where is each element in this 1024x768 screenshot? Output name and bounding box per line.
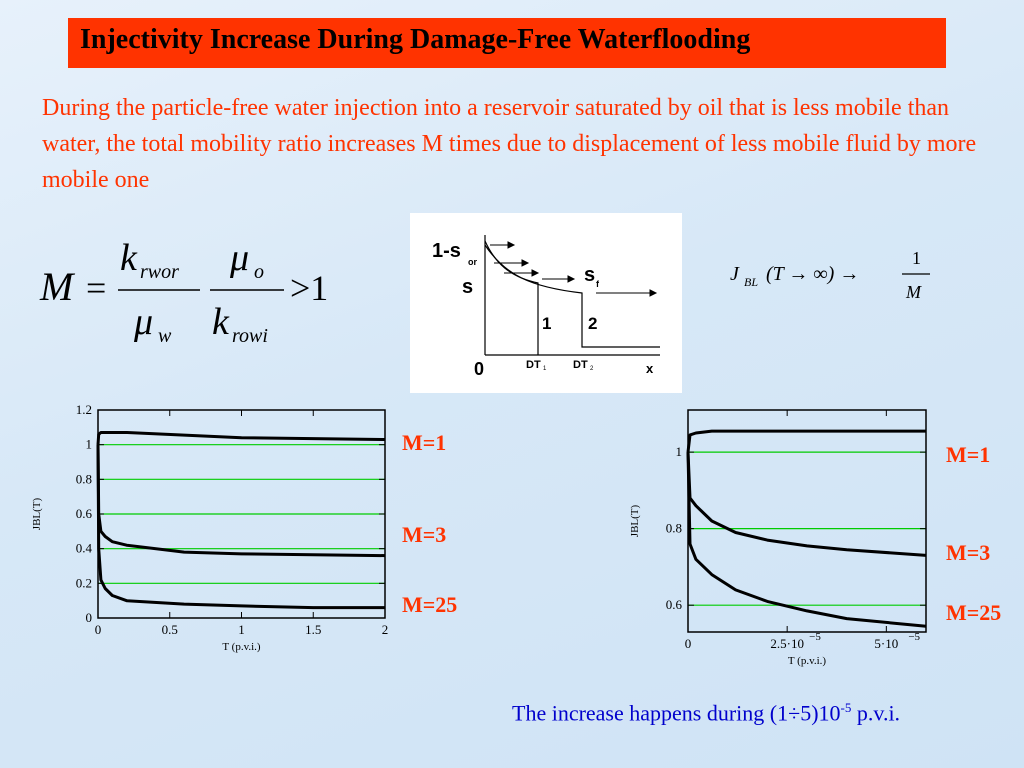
formula-eq: =: [86, 268, 106, 308]
formula-k2: k: [212, 301, 230, 343]
plot-frame: [687, 409, 927, 633]
jbl-J: J: [730, 263, 740, 285]
chart-left: 0 0.2 0.4 0.6 0.8 1 1.2 0 0.5 1 1.5 2 T (p.v.i.) JBL(…: [30, 398, 400, 668]
diagram-x-label: x: [646, 361, 654, 376]
formula-k1-sub: rwor: [140, 261, 179, 283]
x-axis-label: T (p.v.i.): [788, 655, 827, 667]
series-line-m25: [96, 444, 385, 610]
formula-mu1-sub: w: [158, 325, 172, 347]
jbl-limit-formula: J BL (T → ∞) → 1 M: [720, 238, 970, 308]
diagram-dt2: DT: [573, 359, 588, 371]
series-line-m3: [686, 452, 927, 557]
chart-right-svg: 0.6 0.8 1 0 2.5·10 −5 5·10 −5 T (p.v.i.) JBL(T): [629, 409, 927, 667]
series-line-m1: [96, 431, 386, 445]
label-m1-left: M=1: [402, 430, 447, 455]
label-m3-right: M=3: [946, 540, 991, 565]
diagram-front-2: 2: [588, 314, 597, 333]
saturation-profile-diagram: 1-s or s s f 1 2 0 DT 1 DT 2 x: [410, 213, 682, 393]
y-tick-label: 1.2: [76, 402, 92, 417]
bottom-note-exp: -5: [840, 700, 852, 715]
x-tick-label: 0.5: [162, 622, 178, 637]
diagram-s-label: s: [462, 276, 473, 298]
x-tick-exponent: −5: [809, 631, 821, 643]
label-m25-right: M=25: [946, 600, 1002, 625]
y-tick-label: 0.8: [666, 521, 682, 536]
y-tick-label: 0.2: [76, 575, 92, 590]
x-tick-label: 0: [95, 622, 102, 637]
diagram-top-label: 1-s: [432, 240, 461, 262]
slide-title-text: Injectivity Increase During Damage-Free …: [80, 24, 751, 55]
x-tick-label: 5·10: [874, 636, 898, 651]
label-m3-left: M=3: [402, 522, 447, 547]
label-m1-right: M=1: [946, 442, 991, 467]
x-tick-label: 1.5: [305, 622, 321, 637]
jbl-num: 1: [912, 248, 921, 268]
series-line-m25: [686, 452, 927, 628]
flow-arrows: [490, 241, 658, 297]
y-tick-label: 0: [86, 610, 93, 625]
formula-lhs: M: [39, 264, 76, 309]
intro-paragraph: During the particle-free water injection…: [42, 95, 977, 193]
y-tick-label: 1: [676, 444, 683, 459]
profile-2-curve: [484, 244, 660, 348]
diagram-origin: 0: [474, 359, 484, 379]
y-tick-label: 0.8: [76, 471, 92, 486]
chart-left-svg: 0 0.2 0.4 0.6 0.8 1 1.2 0 0.5 1 1.5 2 T (p.v.i.) JBL(…: [31, 402, 389, 653]
y-tick-label: 0.6: [76, 506, 93, 521]
bottom-note: The increase happens during (1÷5)10-5 p.…: [512, 700, 900, 726]
diagram-front-1: 1: [542, 314, 551, 333]
label-m25-left: M=25: [402, 592, 458, 617]
jbl-J-sub: BL: [744, 275, 758, 289]
x-tick-label: 2: [382, 622, 389, 637]
jbl-den: M: [905, 282, 922, 302]
diagram-dt2-sub: 2: [590, 366, 594, 372]
formula-rhs: >1: [290, 268, 328, 308]
diagram-sf-sub: f: [596, 279, 600, 289]
slide-title: Injectivity Increase During Damage-Free …: [68, 18, 946, 68]
y-tick-label: 0.6: [666, 597, 683, 612]
x-tick-label: 0: [685, 636, 692, 651]
x-axis-label: T (p.v.i.): [222, 641, 261, 653]
bottom-note-text2: 5)10: [800, 700, 841, 726]
x-tick-label: 1: [238, 622, 245, 637]
chart-right: 0.6 0.8 1 0 2.5·10 −5 5·10 −5 T (p.v.i.) JBL(T): [622, 398, 952, 673]
y-axis-label: JBL(T): [629, 504, 641, 537]
formula-k2-sub: rowi: [232, 325, 268, 347]
formula-k1: k: [120, 237, 138, 279]
y-axis-label: JBL(T): [31, 497, 43, 530]
formula-mu2: μ: [229, 237, 249, 279]
diagram-dt1: DT: [526, 359, 541, 371]
bottom-note-text3: p.v.i.: [851, 700, 901, 726]
bottom-note-sep: ÷: [788, 700, 801, 726]
profile-1-curve: [484, 240, 539, 355]
bottom-note-text: The increase happens during (1: [512, 700, 789, 726]
x-tick-exponent: −5: [908, 631, 920, 643]
formula-mu2-sub: o: [254, 261, 264, 283]
diagram-top-sub: or: [468, 257, 477, 267]
mobility-ratio-formula: M = k rwor μ w μ o k rowi >1: [34, 232, 364, 352]
x-tick-label: 2.5·10: [770, 636, 804, 651]
y-tick-label: 1: [86, 437, 93, 452]
diagram-dt1-sub: 1: [543, 366, 547, 372]
jbl-arg: (T → ∞) →: [766, 263, 859, 285]
diagram-sf-label: s: [584, 264, 595, 286]
series-line-m3: [96, 444, 386, 558]
formula-mu1: μ: [133, 301, 153, 343]
series-line-m1: [686, 429, 926, 453]
y-tick-label: 0.4: [76, 541, 93, 556]
